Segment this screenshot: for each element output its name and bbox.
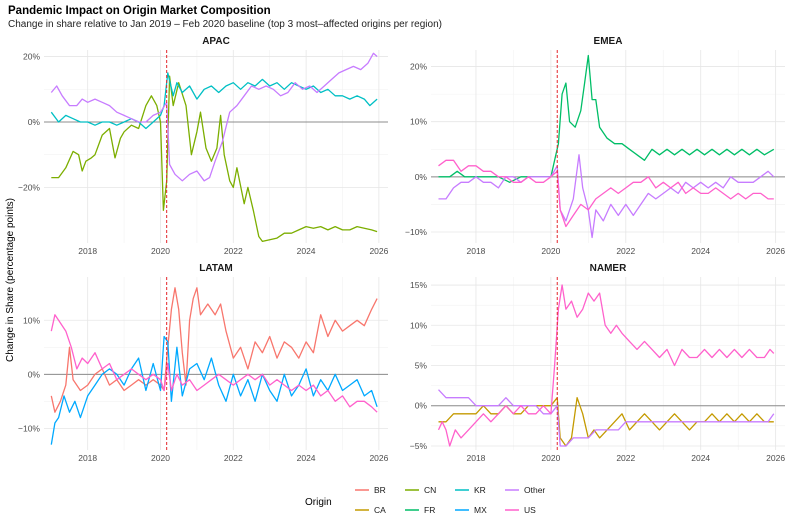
x-tick-label: 2022 xyxy=(616,453,635,463)
x-tick-label: 2020 xyxy=(151,453,170,463)
legend-item-br: BR xyxy=(355,485,386,495)
y-tick-label: 10% xyxy=(23,315,40,325)
x-tick-label: 2024 xyxy=(691,246,710,256)
y-tick-label: 10% xyxy=(410,117,427,127)
y-tick-label: 15% xyxy=(410,280,427,290)
panel-title: APAC xyxy=(202,36,230,47)
y-tick-label: 0% xyxy=(415,401,428,411)
x-tick-label: 2022 xyxy=(224,453,243,463)
x-tick-label: 2020 xyxy=(151,246,170,256)
series-line-cn xyxy=(51,75,378,243)
chart-subtitle: Change in share relative to Jan 2019 – F… xyxy=(8,19,442,30)
y-tick-label: 20% xyxy=(23,52,40,62)
legend-item-fr: FR xyxy=(405,505,435,515)
x-tick-label: 2026 xyxy=(369,246,388,256)
series-line-br xyxy=(50,287,378,413)
series-line-us xyxy=(50,314,378,413)
legend-label: Other xyxy=(524,485,545,495)
x-tick-label: 2024 xyxy=(297,246,316,256)
x-tick-label: 2026 xyxy=(766,246,785,256)
legend-item-mx: MX xyxy=(455,505,487,515)
chart-title: Pandemic Impact on Origin Market Composi… xyxy=(8,5,271,17)
legend-item-us: US xyxy=(505,505,536,515)
series-line-other xyxy=(50,52,378,182)
x-tick-label: 2026 xyxy=(766,453,785,463)
legend-item-kr: KR xyxy=(455,485,486,495)
panel-title: EMEA xyxy=(594,36,623,47)
panel-namer: NAMER 2018 2020 2022 2024 2026 −5% 0% 5% 10% 15% xyxy=(410,263,786,463)
panel-emea: EMEA 2018 2020 2022 2024 2026 −10% 0% 10% 20% xyxy=(405,36,785,256)
x-tick-label: 2024 xyxy=(297,453,316,463)
y-tick-label: −5% xyxy=(410,441,428,451)
x-tick-label: 2018 xyxy=(78,453,97,463)
series-line-us xyxy=(437,284,775,447)
series-line-us xyxy=(438,159,774,228)
series-line-fr xyxy=(438,54,775,183)
legend-title: Origin xyxy=(305,497,332,508)
legend-label: KR xyxy=(474,485,486,495)
series-line-ca xyxy=(438,397,774,447)
y-tick-label: −20% xyxy=(18,182,40,192)
series-line-other xyxy=(438,389,775,447)
x-tick-label: 2024 xyxy=(691,453,710,463)
legend-label: CN xyxy=(424,485,436,495)
y-tick-label: 20% xyxy=(410,62,427,72)
legend-label: FR xyxy=(424,505,435,515)
series-line-other xyxy=(438,154,775,239)
legend-item-other: Other xyxy=(505,485,545,495)
y-tick-label: −10% xyxy=(405,227,427,237)
y-tick-label: 0% xyxy=(28,117,41,127)
legend-label: CA xyxy=(374,505,386,515)
panel-title: LATAM xyxy=(199,263,233,274)
y-axis-title: Change in Share (percentage points) xyxy=(5,198,16,362)
x-tick-label: 2018 xyxy=(466,246,485,256)
facet-panels: APAC 2018 2020 2022 2024 2026 −20% 0% 20% EMEA 201… xyxy=(18,36,785,463)
panel-latam: LATAM 2018 2020 2022 2024 2026 −10% 0% 10% xyxy=(18,263,389,463)
y-tick-label: 0% xyxy=(415,172,428,182)
legend-label: BR xyxy=(374,485,386,495)
legend-label: MX xyxy=(474,505,487,515)
x-tick-label: 2022 xyxy=(616,246,635,256)
panel-title: NAMER xyxy=(590,263,627,274)
x-tick-label: 2026 xyxy=(369,453,388,463)
y-tick-label: 0% xyxy=(28,369,41,379)
x-tick-label: 2018 xyxy=(466,453,485,463)
x-tick-label: 2018 xyxy=(78,246,97,256)
panel-apac: APAC 2018 2020 2022 2024 2026 −20% 0% 20% xyxy=(18,36,389,256)
series-line-mx xyxy=(50,335,378,445)
y-tick-label: −10% xyxy=(18,423,40,433)
y-tick-label: 10% xyxy=(410,320,427,330)
series-line-kr xyxy=(50,72,378,130)
y-tick-label: 5% xyxy=(415,361,428,371)
legend-item-ca: CA xyxy=(355,505,386,515)
x-tick-label: 2022 xyxy=(224,246,243,256)
legend-label: US xyxy=(524,505,536,515)
legend-item-cn: CN xyxy=(405,485,436,495)
legend: Origin BR CA CN FR KR MX Other US xyxy=(305,485,545,515)
x-tick-label: 2020 xyxy=(541,246,560,256)
x-tick-label: 2020 xyxy=(541,453,560,463)
